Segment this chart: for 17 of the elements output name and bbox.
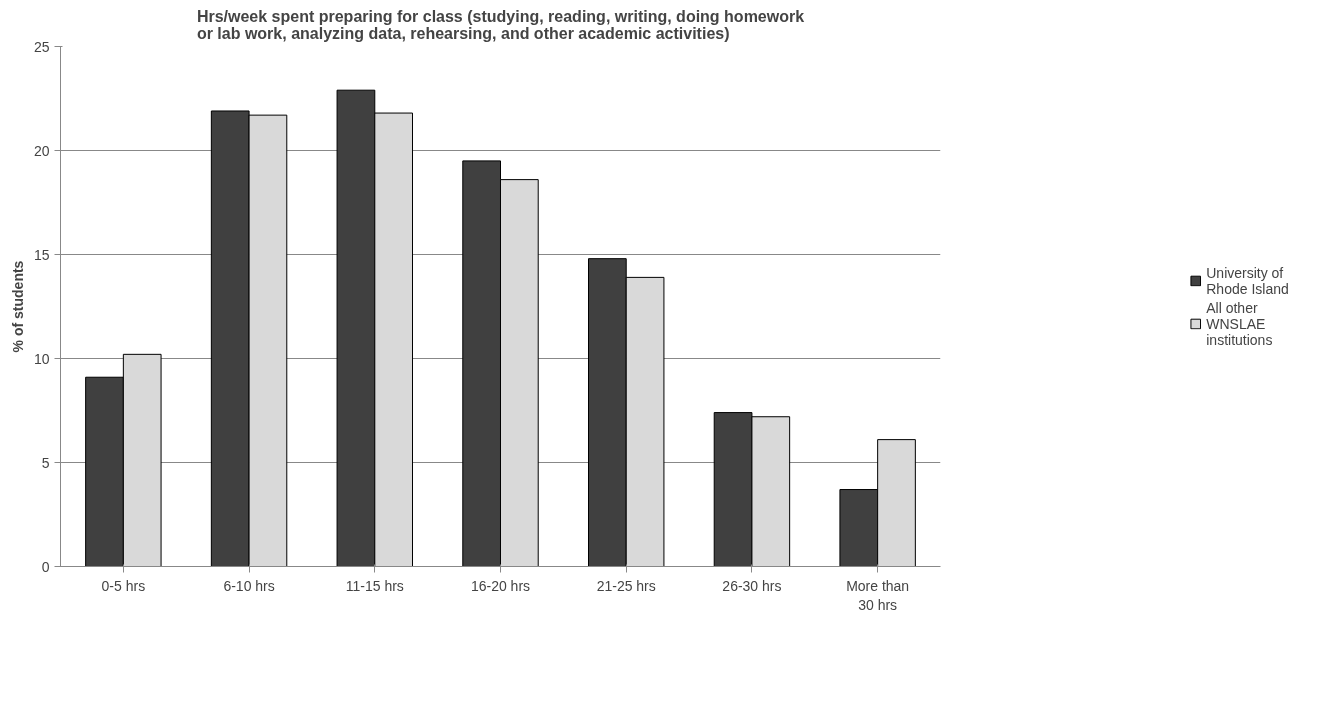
y-tick-label: 5 (41, 454, 50, 471)
y-tick-label: 25 (33, 38, 50, 55)
legend-label: All other WNSLAE institutions (1206, 299, 1273, 348)
chart-title: Hrs/week spent preparing for class (studying, reading, writing, doing homework or lab work, analyzing data, rehearsing, and other academic activities) (196, 7, 805, 42)
x-tick-label: 26-30 hrs (722, 577, 782, 594)
y-tick-label: 0 (41, 558, 50, 575)
legend-label: University of Rhode Island (1206, 264, 1289, 297)
y-tick-label: 10 (33, 350, 50, 367)
x-tick-label: More than 30 hrs (846, 577, 910, 613)
x-tick-label: 21-25 hrs (596, 577, 656, 594)
y-tick-label: 15 (33, 246, 50, 263)
x-tick-label: 6-10 hrs (223, 577, 275, 594)
x-tick-label: 11-15 hrs (345, 577, 404, 594)
x-tick-label: 0-5 hrs (101, 577, 146, 594)
x-tick-label: 16-20 hrs (470, 577, 531, 594)
y-axis-title: % of students (9, 260, 26, 353)
y-tick-label: 20 (33, 142, 50, 159)
